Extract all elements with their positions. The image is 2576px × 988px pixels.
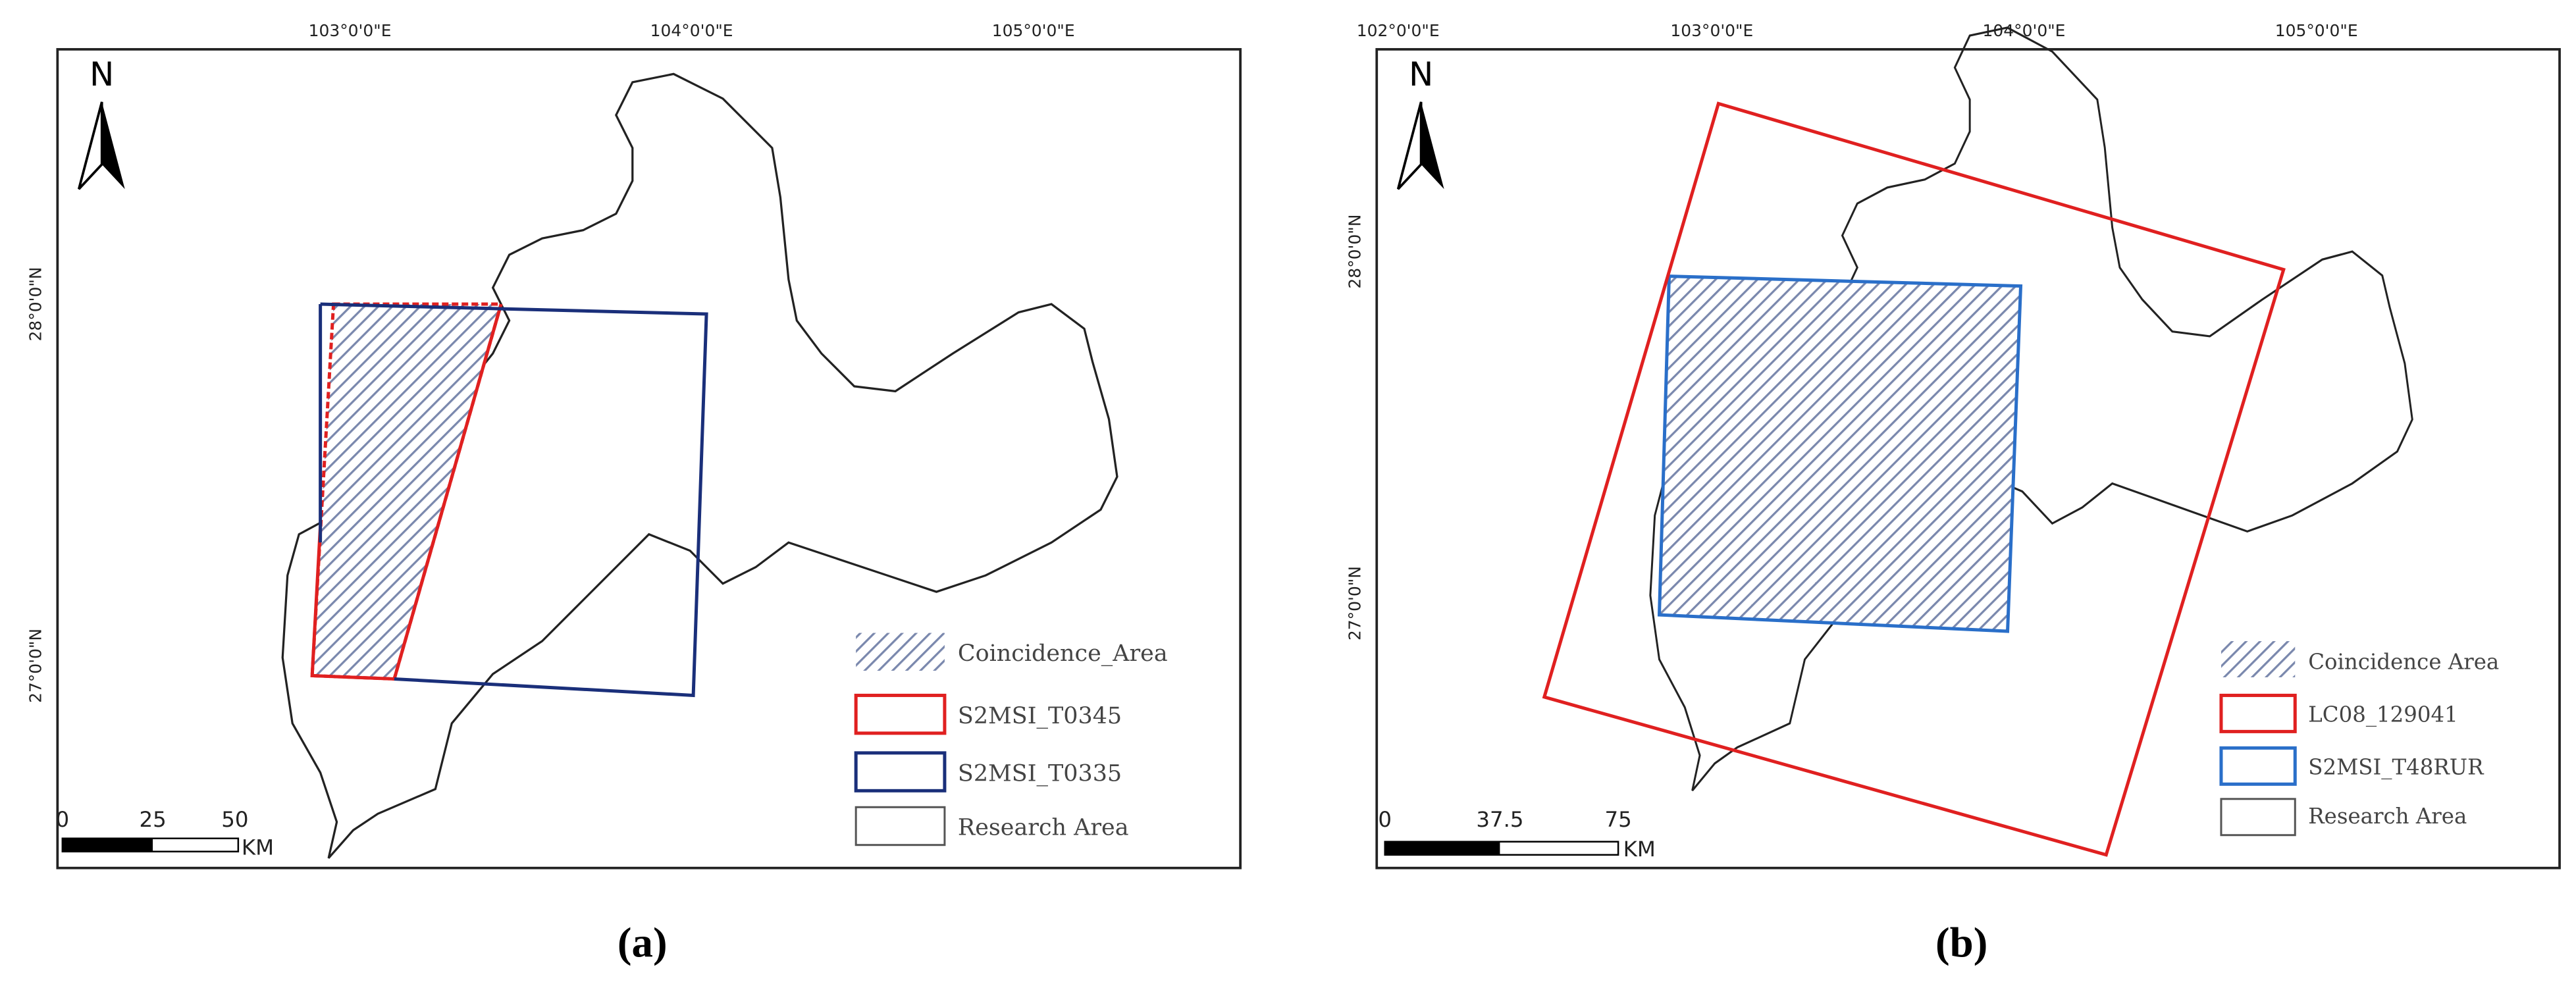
scene-red: [1542, 101, 2286, 857]
lon-label: 104°0'0"E: [1983, 21, 2066, 40]
lon-label: 104°0'0"E: [650, 21, 733, 40]
map-frame: [56, 48, 1242, 870]
legend-swatch: [854, 806, 946, 846]
legend-label: Research Area: [2308, 804, 2467, 829]
legend-swatch: [2221, 641, 2296, 677]
legend-swatch: [856, 633, 945, 671]
legend-label: Coincidence Area: [2308, 649, 2499, 674]
scale-unit: KM: [242, 835, 274, 860]
scale-label: 0: [56, 807, 70, 832]
lon-label: 105°0'0"E: [992, 21, 1075, 40]
panel-b: N 102°0'0"E 103°0'0"E 104°0'0"E 105°0'0"…: [1345, 21, 2561, 967]
lon-label: 103°0'0"E: [1670, 21, 1753, 40]
legend-swatch: [2219, 693, 2297, 733]
tile-red: [310, 303, 503, 681]
lat-label: 28°0'0"N: [1345, 215, 1364, 289]
scale-unit: KM: [1623, 837, 1656, 862]
legend-swatch: [2219, 746, 2297, 786]
lon-label: 102°0'0"E: [1357, 21, 1440, 40]
scale-label: 37.5: [1476, 807, 1523, 832]
lon-label: 105°0'0"E: [2275, 21, 2358, 40]
legend-label: Research Area: [958, 815, 1129, 841]
scale-label: 25: [139, 807, 166, 832]
scale-label: 50: [221, 807, 248, 832]
lat-label: 27°0'0"N: [26, 629, 45, 703]
scale-bar-fill: [1384, 841, 1500, 855]
legend-label: Coincidence_Area: [958, 640, 1168, 667]
panel-a: N 103°0'0"E 104°0'0"E 105°0'0"E 28°0'0"N…: [26, 21, 1242, 967]
tile-blue: [320, 302, 708, 698]
legend-swatch: [854, 751, 947, 793]
coincidence-area: [1657, 274, 2023, 633]
lat-label: 27°0'0"N: [1345, 566, 1364, 640]
legend-label: S2MSI_T0335: [958, 760, 1122, 787]
scale-label: 75: [1604, 807, 1631, 832]
scale-label: 0: [1378, 807, 1392, 832]
legend-label: S2MSI_T48RUR: [2308, 754, 2484, 779]
scale-bar-fill: [62, 838, 153, 852]
legend-label: S2MSI_T0345: [958, 703, 1122, 729]
caption: (a): [618, 920, 668, 967]
north-label: N: [1409, 55, 1433, 93]
north-label: N: [90, 55, 114, 93]
legend-swatch: [854, 693, 947, 735]
lon-label: 103°0'0"E: [309, 21, 392, 40]
lat-label: 28°0'0"N: [26, 267, 45, 342]
legend-label: LC08_129041: [2308, 702, 2458, 727]
legend-swatch: [2220, 798, 2296, 837]
caption: (b): [1935, 920, 1987, 967]
